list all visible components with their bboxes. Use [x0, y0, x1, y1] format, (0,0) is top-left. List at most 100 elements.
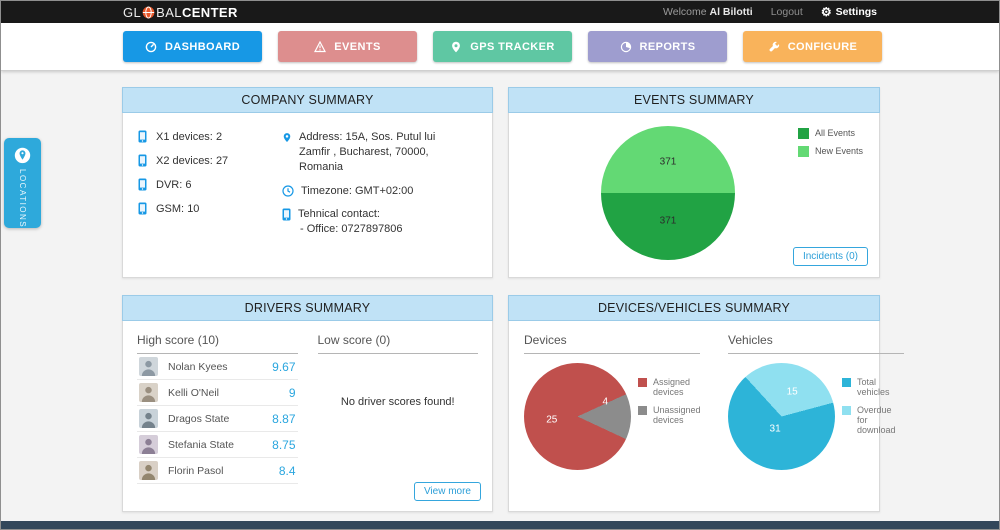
view-more-button[interactable]: View more: [413, 482, 481, 501]
tab-gps-tracker-label: GPS TRACKER: [470, 40, 555, 53]
company-summary-panel: COMPANY SUMMARY X1 devices: 2 X2 devices…: [122, 87, 493, 278]
avatar: [139, 435, 158, 454]
legend-swatch-total-vehicles: [842, 378, 851, 387]
devices-vehicles-summary-title: DEVICES/VEHICLES SUMMARY: [508, 295, 880, 321]
tab-events-label: EVENTS: [334, 40, 381, 53]
vehicles-legend: Total vehicles Overdue for download: [842, 377, 904, 443]
tab-dashboard[interactable]: DASHBOARD: [123, 31, 262, 62]
legend-item-new-events: New Events: [797, 146, 863, 157]
tab-dashboard-label: DASHBOARD: [164, 40, 241, 53]
pie-label-new-events: 371: [659, 156, 677, 168]
pie-label-total: 31: [769, 423, 781, 435]
device-count-value: 27: [215, 154, 229, 167]
timezone-text: Timezone: GMT+02:00: [301, 184, 414, 197]
address-text: Address: 15A, Sos. Putul lui Zamfir , Bu…: [299, 131, 436, 173]
drivers-summary-title: DRIVERS SUMMARY: [122, 295, 493, 321]
driver-row[interactable]: Florin Pasol 8.4: [137, 458, 298, 484]
driver-name: Dragos State: [168, 412, 230, 425]
driver-name: Nolan Kyees: [168, 360, 228, 373]
legend-item-overdue-download: Overdue for download: [842, 405, 904, 435]
username: Al Bilotti: [709, 6, 753, 18]
device-count-label: GSM:: [156, 202, 185, 215]
drivers-summary-panel: DRIVERS SUMMARY High score (10) Nolan Ky…: [122, 295, 493, 512]
vehicles-pie-row: 15 31 Total vehicles Overdue: [728, 363, 904, 470]
content-area: LOCATIONS COMPANY SUMMARY X1 devices: 2 …: [1, 71, 999, 521]
vehicles-section: Vehicles 15 31 Total vehicles: [728, 333, 904, 470]
events-pie-chart: 371 371: [601, 126, 735, 260]
devices-pie-row: 25 4 Assigned devices Unassig: [524, 363, 701, 470]
logo-text-prefix: GL: [123, 4, 142, 20]
pie-label-unassigned: 4: [602, 396, 609, 408]
devices-header: Devices: [524, 333, 700, 354]
device-count-value: 2: [215, 130, 223, 143]
map-pin-icon: [283, 133, 291, 142]
avatar: [139, 383, 158, 402]
globe-icon: [142, 5, 155, 19]
driver-row[interactable]: Kelli O'Neil 9: [137, 380, 298, 406]
device-count-label: X2 devices:: [156, 154, 213, 167]
legend-item-unassigned-devices: Unassigned devices: [638, 405, 701, 425]
address-row: Address: 15A, Sos. Putul lui Zamfir , Bu…: [282, 130, 464, 175]
vehicles-header: Vehicles: [728, 333, 904, 354]
legend-label: Total vehicles: [857, 377, 890, 397]
timezone-row: Timezone: GMT+02:00: [282, 184, 464, 199]
events-legend: All Events New Events: [797, 128, 863, 164]
driver-score: 9: [288, 385, 296, 400]
legend-label: Assigned devices: [653, 377, 691, 397]
drivers-summary-body: High score (10) Nolan Kyees 9.67 Kelli O…: [123, 321, 492, 511]
logout-link[interactable]: Logout: [770, 6, 803, 18]
company-info-column: Address: 15A, Sos. Putul lui Zamfir , Bu…: [282, 130, 464, 246]
company-summary-body: X1 devices: 2 X2 devices: 27 DVR: 6: [123, 113, 492, 246]
devices-pie-chart: 25 4: [524, 363, 631, 470]
device-count-item: X1 devices: 2: [138, 130, 256, 143]
low-score-column: Low score (0) No driver scores found!: [317, 333, 478, 511]
tab-gps-tracker[interactable]: GPS TRACKER: [433, 31, 572, 62]
legend-swatch-unassigned: [638, 406, 647, 415]
device-count-item: GSM: 10: [138, 202, 256, 215]
driver-name: Florin Pasol: [168, 464, 224, 477]
footer-bar: [1, 521, 999, 529]
high-score-column: High score (10) Nolan Kyees 9.67 Kelli O…: [137, 333, 298, 511]
legend-label: All Events: [814, 128, 855, 138]
logo-text-mid: BAL: [156, 4, 182, 20]
settings-label: Settings: [835, 6, 877, 18]
settings-button[interactable]: ⚙ Settings: [821, 6, 877, 18]
pie-label-assigned: 25: [546, 414, 558, 426]
welcome-label: Welcome: [663, 6, 707, 18]
driver-row[interactable]: Dragos State 8.87: [137, 406, 298, 432]
incidents-button[interactable]: Incidents (0): [792, 247, 868, 266]
warning-icon: [314, 40, 327, 52]
gauge-icon: [145, 41, 157, 52]
locations-tab[interactable]: LOCATIONS: [4, 138, 41, 228]
mobile-device-icon: [138, 202, 147, 215]
legend-swatch-overdue: [842, 406, 851, 415]
device-count-label: DVR:: [156, 178, 183, 191]
low-score-header: Low score (0): [317, 333, 478, 354]
legend-label: New Events: [814, 146, 863, 156]
vehicles-pie-chart: 15 31: [728, 363, 835, 470]
driver-row[interactable]: Stefania State 8.75: [137, 432, 298, 458]
device-count-item: X2 devices: 27: [138, 154, 256, 167]
legend-label: Unassigned devices: [653, 405, 701, 425]
devices-legend: Assigned devices Unassigned devices: [638, 377, 701, 433]
pie-label-all-events: 371: [659, 215, 677, 227]
top-bar-right: Welcome Al Bilotti Logout ⚙ Settings: [663, 6, 877, 18]
tab-events[interactable]: EVENTS: [278, 31, 417, 62]
gear-icon: ⚙: [820, 5, 832, 19]
driver-row[interactable]: Nolan Kyees 9.67: [137, 354, 298, 380]
locations-tab-label: LOCATIONS: [18, 168, 27, 228]
tab-configure[interactable]: CONFIGURE: [743, 31, 882, 62]
driver-score: 8.4: [278, 463, 296, 478]
device-counts-column: X1 devices: 2 X2 devices: 27 DVR: 6: [138, 130, 256, 246]
tab-reports[interactable]: REPORTS: [588, 31, 727, 62]
phone-icon: [282, 208, 291, 221]
company-summary-title: COMPANY SUMMARY: [122, 87, 493, 113]
dashboard-grid: COMPANY SUMMARY X1 devices: 2 X2 devices…: [122, 87, 904, 512]
tab-reports-label: REPORTS: [639, 40, 696, 53]
top-bar: GL BAL CENTER Welcome Al Bilotti Logout …: [1, 1, 999, 23]
tab-configure-label: CONFIGURE: [787, 40, 858, 53]
legend-label: Overdue for download: [857, 405, 896, 435]
legend-item-assigned-devices: Assigned devices: [638, 377, 700, 397]
devices-vehicles-summary-panel: DEVICES/VEHICLES SUMMARY Devices 25 4: [508, 295, 904, 512]
